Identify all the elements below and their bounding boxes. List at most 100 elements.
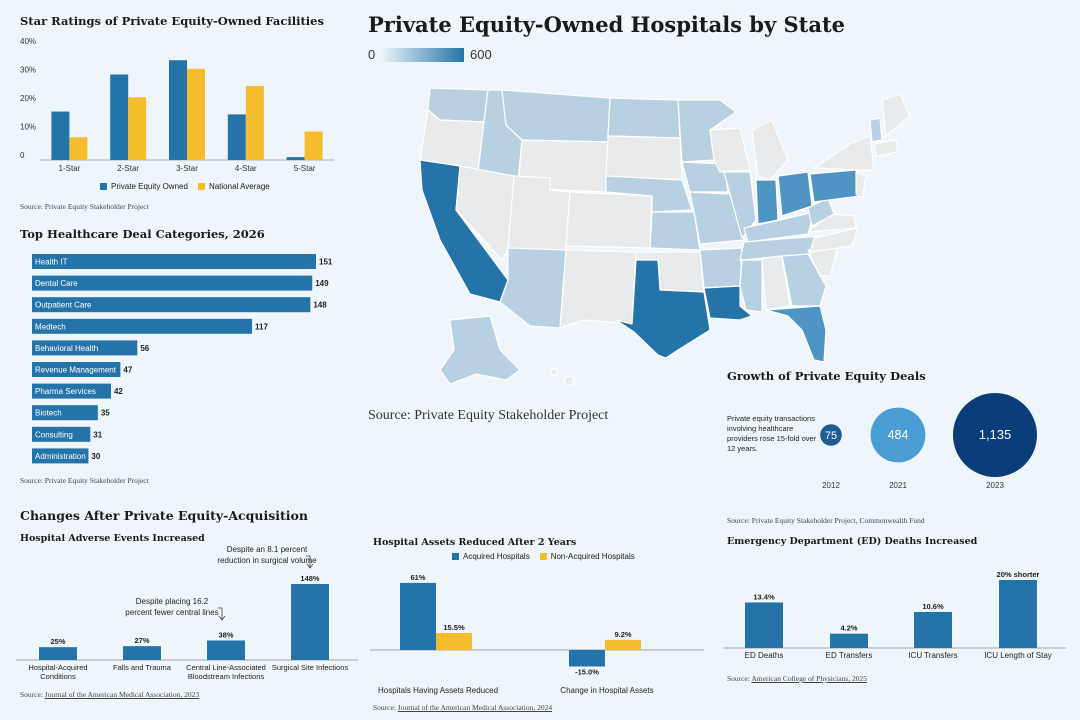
- growth-bubble: [953, 393, 1037, 477]
- map-scale-bar: [380, 48, 464, 62]
- star-bar: [187, 68, 205, 160]
- state-michigan: [751, 119, 789, 181]
- state-mississippi: [739, 259, 763, 313]
- state-wisconsin: [709, 127, 751, 173]
- state-kansas: [649, 211, 701, 251]
- state-georgia: [781, 253, 827, 307]
- ed-chart: 13.4% ED Deaths 4.2% ED Transfers 10.6% ICU T…: [724, 570, 1066, 660]
- deal-bar: [32, 383, 111, 399]
- adverse-annotation-1a: Despite an 8.1 percent: [227, 545, 308, 554]
- star-ratings-chart: 0 10% 20% 30% 40% 1-Star 2-Star 3-Star 4-Star 5-S…: [20, 37, 334, 173]
- deal-bar: [32, 297, 311, 313]
- legend-acquired: Acquired Hospitals: [452, 552, 530, 561]
- legend-acquired-label: Acquired Hospitals: [463, 552, 530, 561]
- growth-bubbles: 75 2012 484 2021 1,135 2023: [820, 393, 1037, 490]
- map-title: Private Equity-Owned Hospitals by State: [368, 12, 846, 37]
- deal-bar: [32, 362, 121, 377]
- star-y-tick: 20%: [20, 94, 36, 103]
- star-bar: [286, 157, 305, 160]
- adverse-source-link[interactable]: Journal of the American Medical Associat…: [44, 690, 200, 699]
- state-massachusetts: [873, 139, 899, 157]
- ed-value: 10.6%: [922, 602, 944, 611]
- map-source: Source: Private Equity Stakeholder Proje…: [368, 408, 609, 423]
- deal-bar: [32, 426, 91, 442]
- adverse-bar: [207, 640, 245, 660]
- legend-national-label: National Average: [208, 182, 270, 191]
- growth-bubble: [870, 407, 926, 463]
- deal-bar-label: Outpatient Care: [35, 301, 92, 310]
- state-northcarolina: [809, 227, 859, 253]
- adverse-annotation-2b: percent fewer central lines: [125, 608, 218, 617]
- ed-source-link[interactable]: American College of Physicians, 2025: [751, 674, 867, 683]
- state-montana: [501, 89, 611, 143]
- deal-bar-label: Medtech: [35, 322, 66, 331]
- star-ratings-source: Source: Private Equity Stakeholder Proje…: [20, 202, 149, 211]
- adverse-value: 25%: [50, 637, 65, 646]
- state-alabama: [761, 255, 791, 311]
- ed-value: 20% shorter: [997, 570, 1040, 579]
- adverse-source: Source: Journal of the American Medical …: [20, 690, 199, 699]
- growth-year: 2023: [986, 481, 1004, 490]
- star-ratings-legend: Private Equity Owned National Average: [100, 182, 270, 191]
- adverse-x-label: Conditions: [40, 672, 76, 681]
- adverse-x-label: Central Line-Associated: [186, 663, 266, 672]
- assets-source: Source: Journal of the American Medical …: [373, 703, 552, 712]
- adverse-value: 38%: [218, 630, 233, 639]
- state-northdakota: [607, 97, 681, 139]
- star-bar: [169, 60, 187, 160]
- growth-bubble: [820, 424, 842, 446]
- legend-pe-owned: Private Equity Owned: [100, 182, 188, 191]
- star-y-tick: 40%: [20, 37, 36, 46]
- deal-bar-value: 148: [313, 301, 327, 310]
- deal-bar-label: Biotech: [35, 409, 62, 418]
- growth-description: Private equity transactions involving he…: [727, 414, 817, 454]
- legend-nonacquired-label: Non-Acquired Hospitals: [550, 552, 635, 561]
- assets-value: 9.2%: [614, 630, 631, 639]
- growth-value: 484: [888, 428, 909, 442]
- deal-bar: [32, 318, 253, 334]
- ed-title: Emergency Department (ED) Deaths Increas…: [727, 536, 978, 547]
- assets-value: 61%: [410, 573, 425, 582]
- assets-x-label: Hospitals Having Assets Reduced: [378, 686, 498, 695]
- map-scale-max: 600: [470, 47, 492, 62]
- adverse-title: Hospital Adverse Events Increased: [20, 533, 205, 544]
- growth-source: Source: Private Equity Stakeholder Proje…: [727, 516, 925, 525]
- state-ohio: [777, 171, 813, 217]
- deal-bar-label: Administration: [35, 452, 86, 461]
- star-y-tick: 30%: [20, 66, 36, 75]
- state-iowa: [681, 161, 729, 193]
- deal-categories-title: Top Healthcare Deal Categories, 2026: [20, 227, 265, 241]
- assets-bar: [569, 650, 605, 667]
- assets-bar: [400, 582, 436, 650]
- star-x-label: 5-Star: [294, 164, 316, 173]
- adverse-annotation-2a: Despite placing 16.2: [136, 597, 209, 606]
- assets-source-link[interactable]: Journal of the American Medical Associat…: [397, 703, 553, 712]
- growth-year: 2021: [889, 481, 907, 490]
- growth-year: 2012: [822, 481, 840, 490]
- assets-chart: 61% 15.5% Hospitals Having Assets Reduced -…: [370, 573, 704, 695]
- adverse-annotation-1b: reduction in surgical volume: [217, 556, 317, 565]
- deal-bar-label: Revenue Management: [35, 366, 117, 375]
- legend-nonacquired: Non-Acquired Hospitals: [539, 552, 635, 561]
- adverse-x-label: Bloodstream Infections: [188, 672, 265, 681]
- deal-bar-value: 149: [315, 279, 329, 288]
- us-map: [419, 87, 911, 387]
- state-vermont: [869, 117, 883, 143]
- deal-bar-label: Pharma Services: [35, 387, 96, 396]
- adverse-bar: [123, 646, 161, 660]
- state-alaska: [439, 315, 521, 385]
- assets-value: -15.0%: [575, 668, 599, 677]
- assets-legend: Acquired Hospitals Non-Acquired Hospital…: [452, 552, 635, 561]
- star-x-label: 4-Star: [235, 164, 257, 173]
- changes-title: Changes After Private Equity-Acquisition: [20, 508, 308, 523]
- star-bar: [128, 97, 147, 160]
- state-southdakota: [605, 135, 683, 181]
- state-hawaii: [549, 367, 575, 387]
- adverse-source-prefix: Source:: [20, 690, 45, 699]
- deal-bar: [32, 340, 138, 356]
- deal-bar: [32, 405, 98, 421]
- state-florida: [765, 305, 827, 363]
- deal-bar-label: Consulting: [35, 430, 73, 439]
- state-colorado: [565, 191, 653, 249]
- deal-bar-label: Dental Care: [35, 279, 78, 288]
